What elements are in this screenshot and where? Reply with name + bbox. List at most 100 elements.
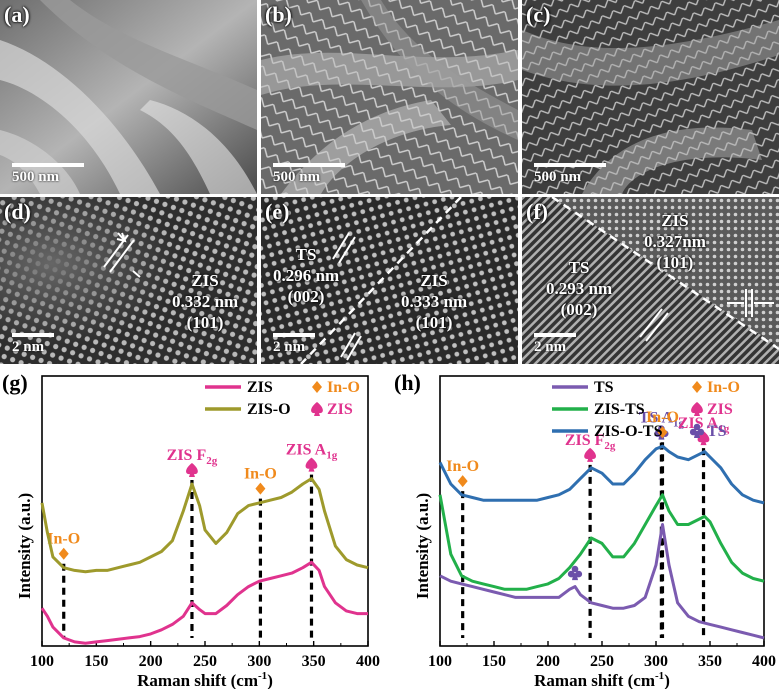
peak-label-text: In-O	[646, 409, 679, 426]
peak-label-text: TS A	[639, 410, 674, 427]
legend-marker-label-in-o: In-O	[327, 379, 360, 396]
plot-frame-g	[41, 375, 369, 647]
legend-marker-ts-left	[689, 428, 697, 436]
plane-label-f-ts: (002)	[560, 300, 598, 319]
x-tick-label-g: 350	[302, 653, 326, 670]
phase-label-e-zis: ZIS	[420, 271, 448, 290]
legend-marker-in-o	[692, 381, 702, 393]
peak-label-text: ZIS F	[167, 447, 207, 464]
peak-marker-g-0	[58, 547, 69, 560]
legend-marker-ts-stem	[694, 431, 700, 438]
peak-label-h-3: In-O	[646, 409, 679, 426]
scale-text-b: 500 nm	[273, 169, 321, 185]
series-line-zis-ts	[438, 493, 765, 591]
legend-label-zis-o-ts: ZIS-O-TS	[594, 423, 663, 440]
legend-label-zis-o: ZIS-O	[247, 401, 291, 418]
legend-marker-ts-right	[697, 428, 705, 436]
phase-label-e-ts: TS	[295, 245, 317, 264]
scale-text-c: 500 nm	[534, 169, 582, 185]
peak-label-text: In-O	[244, 466, 277, 483]
legend-marker-label-in-o: In-O	[707, 379, 740, 396]
peak-label-g-2: In-O	[244, 466, 277, 483]
scale-text-d: 2 nm	[12, 339, 45, 355]
peak-marker-g-2	[255, 482, 266, 495]
x-tick-label-g: 200	[139, 653, 163, 670]
legend-marker-in-o	[312, 381, 322, 393]
x-axis-label-end: )	[267, 671, 273, 689]
peak-label-sub: 1g	[718, 423, 730, 435]
peak-label-text: ZIS A	[286, 442, 327, 459]
phase-label-f-ts: TS	[568, 258, 590, 277]
panel-label-f: (f)	[526, 199, 548, 224]
peak-label-g-3: ZIS A1g	[286, 442, 338, 462]
x-tick-label-g: 150	[84, 653, 108, 670]
tem-panel-d: (d) ZIS 0.332 nm (101) 2 nm	[0, 197, 257, 364]
plane-label-e-zis: (101)	[415, 313, 453, 332]
scale-bar-d: 2 nm	[12, 333, 54, 356]
tem-panel-f: (f) TS 0.293 nm (002) ZIS 0.327nm (101) …	[522, 197, 779, 364]
y-axis-label-g: Intensity (a.u.)	[15, 493, 34, 599]
panel-label-e: (e)	[265, 199, 290, 224]
sem-panel-a: (a) 500 nm	[0, 0, 257, 194]
panel-label-d: (d)	[4, 199, 31, 224]
ts-peak-marker-225	[567, 565, 583, 581]
peak-marker-h-1	[584, 447, 597, 462]
scale-bar-e: 2 nm	[273, 333, 315, 356]
ts-peak-marker-225-stem	[572, 573, 578, 581]
raman-chart-g: (g) 100 150 200 250 300 350 400 Raman shift (cm-…	[0, 366, 385, 690]
peak-label-sub: 1g	[326, 450, 338, 462]
peak-label-sub: 2g	[604, 440, 616, 452]
legend-marker-zis-shape	[691, 402, 703, 416]
raman-chart-h: (h) 100 150 200 250 300 350 400 Raman shift (cm-…	[392, 366, 779, 690]
lattice-note-f-ts: TS 0.293 nm (002)	[546, 257, 612, 320]
peak-label-g-1: ZIS F2g	[167, 447, 218, 467]
peak-label-text: ZIS F	[565, 432, 605, 449]
ts-peak-marker-225-right	[575, 570, 583, 578]
peak-marker-h-1-shape	[584, 447, 597, 462]
y-axis-label-h: Intensity (a.u.)	[413, 493, 432, 599]
spacing-label-d: 0.332 nm	[172, 292, 239, 311]
x-axis-label-main: Raman shift (cm	[137, 671, 258, 689]
peak-label-h-0: In-O	[446, 458, 479, 475]
scale-bar-f: 2 nm	[534, 333, 576, 356]
x-tick-label-g: 400	[356, 653, 380, 670]
panel-label-a: (a)	[4, 2, 30, 27]
legend-marker-ts-top	[693, 423, 701, 431]
scale-text-e: 2 nm	[273, 339, 306, 355]
panel-label-h: (h)	[394, 370, 421, 395]
series-line-zis-o-ts	[438, 444, 765, 505]
legend-marker-ts	[689, 423, 705, 438]
lattice-note-d: ZIS 0.332 nm (101)	[172, 270, 238, 333]
legend-label-zis-ts: ZIS-TS	[594, 401, 645, 418]
panel-label-c: (c)	[526, 2, 551, 27]
legend-marker-zis	[311, 402, 323, 416]
legend-label-zis: ZIS	[247, 379, 273, 396]
spacing-label-f-ts: 0.293 nm	[546, 279, 613, 298]
legend-marker-label-zis: ZIS	[327, 401, 353, 418]
x-axis-label-h: Raman shift (cm-1)	[534, 670, 670, 689]
spacing-label-f-zis: 0.327nm	[644, 232, 706, 251]
peak-marker-g-1-shape	[186, 463, 198, 477]
series-line-zis	[40, 560, 368, 645]
spacing-label-e-zis: 0.333 nm	[401, 292, 468, 311]
legend-marker-zis	[691, 402, 703, 416]
peak-label-h-2: TS A1g	[639, 410, 685, 430]
legend-marker-label-zis: ZIS	[707, 401, 733, 418]
x-tick-label-h: 350	[698, 653, 722, 670]
peak-marker-g-3-shape	[305, 457, 318, 472]
scale-text-a: 500 nm	[12, 169, 60, 185]
peak-label-text: In-O	[47, 531, 80, 548]
ts-peak-marker-225-top	[571, 565, 579, 573]
plane-label-d: (101)	[186, 313, 224, 332]
sem-panel-b: (b) 500 nm	[261, 0, 518, 194]
lattice-note-e-ts: TS 0.296 nm (002)	[273, 244, 339, 307]
peak-label-text: In-O	[446, 458, 479, 475]
series-line-ts	[439, 523, 765, 640]
x-tick-label-h: 300	[644, 653, 668, 670]
plane-label-e-ts: (002)	[287, 287, 325, 306]
x-tick-label-h: 100	[428, 653, 452, 670]
peak-marker-h-0	[457, 475, 468, 488]
x-axis-label-end: )	[664, 671, 670, 689]
scale-text-f: 2 nm	[534, 339, 567, 355]
panel-label-b: (b)	[265, 2, 292, 27]
